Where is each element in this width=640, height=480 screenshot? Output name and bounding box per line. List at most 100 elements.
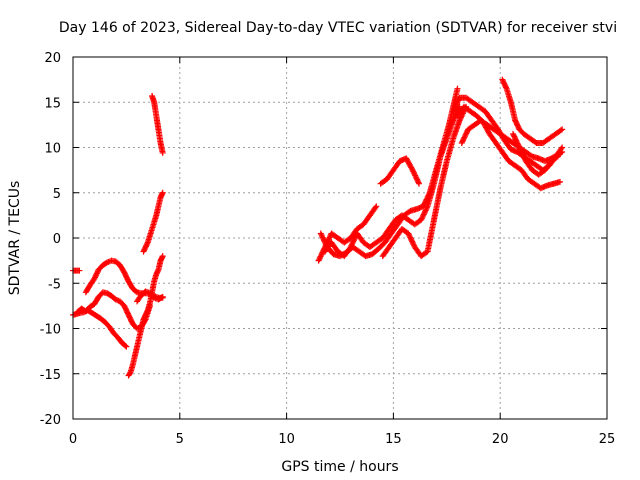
data-point xyxy=(348,242,355,249)
data-point xyxy=(144,240,151,247)
y-axis-label: SDTVAR / TECUs xyxy=(7,181,23,296)
data-point xyxy=(372,204,379,211)
data-point xyxy=(76,267,83,274)
data-point xyxy=(421,210,428,217)
data-point xyxy=(412,173,419,180)
data-point xyxy=(454,85,461,92)
data-point xyxy=(457,115,464,122)
data-point xyxy=(454,98,461,105)
data-point xyxy=(408,237,415,244)
series-7 xyxy=(149,92,166,156)
data-point xyxy=(414,177,421,184)
data-point xyxy=(521,155,528,162)
x-tick-label: 15 xyxy=(385,432,402,447)
data-point xyxy=(316,254,323,261)
data-point xyxy=(454,100,461,107)
data-point xyxy=(458,139,465,146)
data-point xyxy=(158,294,165,301)
data-point xyxy=(318,231,325,238)
x-tick-label: 10 xyxy=(278,432,295,447)
data-point xyxy=(514,140,521,147)
data-point xyxy=(452,104,459,111)
data-point xyxy=(326,234,333,241)
data-point xyxy=(511,134,518,141)
data-point xyxy=(422,207,429,214)
data-point xyxy=(316,256,323,263)
data-point xyxy=(405,230,412,237)
data-point xyxy=(420,211,427,218)
data-point xyxy=(412,172,419,179)
chart-title: Day 146 of 2023, Sidereal Day-to-day VTE… xyxy=(59,20,617,36)
y-tick-label: -15 xyxy=(40,368,61,383)
data-point xyxy=(325,235,332,242)
data-points xyxy=(70,76,566,379)
series-17 xyxy=(510,130,561,178)
data-point xyxy=(460,137,467,144)
data-point xyxy=(159,253,166,260)
data-point xyxy=(408,165,415,172)
data-point xyxy=(159,293,166,300)
x-axis-label: GPS time / hours xyxy=(281,459,398,475)
y-tick-label: 5 xyxy=(53,187,61,202)
y-tick-label: -20 xyxy=(40,413,61,428)
y-tick-label: -10 xyxy=(40,323,61,338)
data-point xyxy=(462,131,469,138)
data-point xyxy=(126,370,133,377)
data-point xyxy=(557,178,564,185)
data-point xyxy=(559,126,566,133)
data-point xyxy=(418,215,425,222)
data-point xyxy=(512,136,519,143)
data-point xyxy=(515,143,522,150)
data-point xyxy=(557,127,564,134)
series-0 xyxy=(70,267,83,274)
data-point xyxy=(409,167,416,174)
data-point xyxy=(123,343,130,350)
data-point xyxy=(451,105,458,112)
data-point xyxy=(452,102,459,109)
data-point xyxy=(460,135,467,142)
data-point xyxy=(520,152,527,159)
data-point xyxy=(122,342,129,349)
data-point xyxy=(350,238,357,245)
data-point xyxy=(558,149,565,156)
series-12 xyxy=(377,155,423,187)
data-point xyxy=(410,168,417,175)
series-14 xyxy=(454,103,564,192)
data-point xyxy=(321,238,328,245)
data-point xyxy=(510,132,517,139)
data-point xyxy=(457,114,464,121)
data-point xyxy=(419,214,426,221)
series-10 xyxy=(322,103,463,260)
x-tick-label: 5 xyxy=(176,432,184,447)
data-point xyxy=(554,153,561,160)
data-point xyxy=(409,239,416,246)
data-point xyxy=(411,171,418,178)
data-point xyxy=(347,244,354,251)
data-point xyxy=(461,133,468,140)
y-tick-label: 0 xyxy=(53,232,61,247)
data-point xyxy=(416,180,423,187)
y-tick-label: 15 xyxy=(44,96,61,111)
data-point xyxy=(410,169,417,176)
data-point xyxy=(159,149,166,156)
data-point xyxy=(511,133,518,140)
data-point xyxy=(409,238,416,245)
data-point xyxy=(318,250,325,257)
series-5 xyxy=(134,288,166,305)
data-point xyxy=(420,212,427,219)
data-point xyxy=(517,145,524,152)
series-16 xyxy=(499,76,566,146)
data-point xyxy=(423,206,430,213)
data-point xyxy=(422,208,429,215)
data-point xyxy=(415,179,422,186)
data-point xyxy=(317,253,324,260)
data-point xyxy=(450,117,457,124)
data-point xyxy=(373,203,380,210)
x-tick-label: 20 xyxy=(492,432,509,447)
data-point xyxy=(520,154,527,161)
data-point xyxy=(516,144,523,151)
data-point xyxy=(319,234,326,241)
data-point xyxy=(351,235,358,242)
data-point xyxy=(410,241,417,248)
data-point xyxy=(414,176,421,183)
